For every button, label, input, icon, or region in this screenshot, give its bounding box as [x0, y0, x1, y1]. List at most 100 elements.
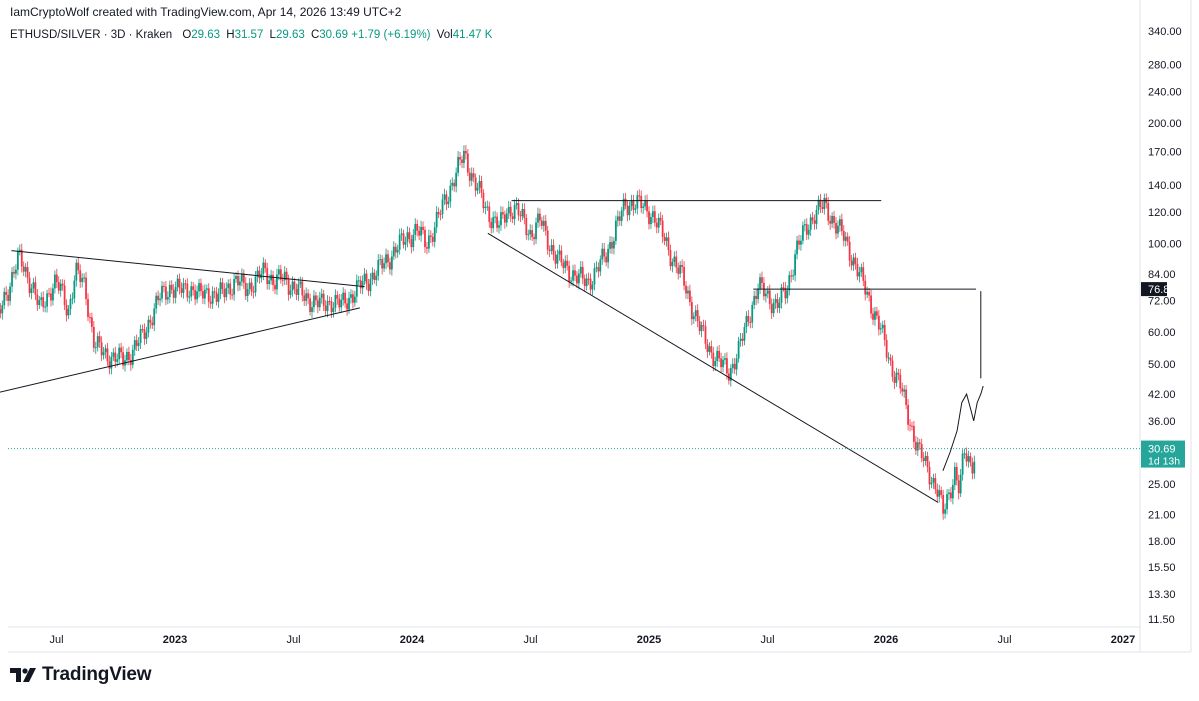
candle-body [149, 319, 152, 323]
price-tick-label: 170.00 [1148, 146, 1182, 158]
candle-body [842, 230, 845, 241]
candle-body [599, 259, 602, 272]
candle-body [133, 340, 136, 350]
candle-body [268, 280, 271, 285]
candle-body [533, 237, 535, 240]
candle-body [63, 285, 66, 305]
trendline-3[interactable] [11, 250, 365, 288]
candle-body [159, 298, 161, 301]
candle-body [807, 229, 810, 235]
candle-body [61, 283, 64, 286]
candle-body [326, 301, 329, 312]
candle-body [897, 372, 900, 375]
candle-body [973, 461, 976, 474]
candle-body [151, 322, 154, 326]
candle-body [40, 297, 43, 301]
close-value: 30.69 [319, 29, 349, 41]
candle-body [426, 247, 428, 249]
candle-body [692, 316, 695, 320]
candle-body [860, 267, 863, 273]
volume-value: 41.47 K [452, 29, 493, 41]
candle-body [950, 492, 952, 499]
candle-body [315, 295, 317, 301]
candle-body [145, 332, 148, 339]
candle-body [392, 246, 395, 257]
candle-body [938, 490, 941, 497]
tradingview-logo-icon [10, 668, 36, 682]
price-axis[interactable]: 340.00 280.00 240.00 200.00 170.00 140.00 120.… [1148, 26, 1182, 626]
candle-body [903, 389, 906, 392]
candle-body [891, 360, 894, 377]
candle-body [661, 220, 664, 237]
candle-body [233, 279, 235, 295]
candle-body [221, 282, 224, 289]
candle-body [505, 213, 508, 223]
candle-body [215, 292, 218, 302]
candle-body [332, 307, 335, 313]
candle-body [714, 361, 717, 367]
candle-body [32, 282, 35, 289]
candle-body [225, 287, 228, 298]
candle-body [223, 288, 226, 298]
candle-body [519, 215, 522, 217]
symbol-title[interactable]: ETHUSD/SILVER · 3D · Kraken [10, 29, 173, 41]
candle-body [934, 478, 937, 490]
candle-body [909, 424, 911, 426]
candle-body [800, 240, 802, 245]
candle-body [628, 205, 631, 216]
author-name[interactable]: IamCryptoWolf [10, 5, 90, 19]
candle-body [556, 254, 559, 264]
time-axis[interactable]: Jul 2023 Jul 2024 Jul 2025 Jul 2026 Jul 2027 [49, 634, 1135, 646]
candle-body [630, 200, 633, 206]
candle-body [965, 453, 968, 462]
candle-body [188, 296, 191, 298]
candle-body [745, 315, 748, 327]
trendline-4[interactable] [487, 232, 939, 503]
candle-body [706, 343, 709, 352]
candle-body [122, 352, 124, 366]
candle-body [266, 268, 269, 285]
candle-body [963, 453, 966, 455]
candle-body [227, 283, 230, 288]
bar-countdown-label: 1d 13h [1148, 456, 1180, 468]
candle-body [786, 290, 789, 299]
candle-body [731, 363, 734, 369]
time-tick-label: 2027 [1111, 634, 1135, 646]
candle-body [591, 284, 594, 290]
candle-body [607, 248, 609, 263]
trendline-drawings[interactable] [0, 200, 1140, 503]
candle-body [877, 315, 880, 330]
candle-body [182, 283, 185, 294]
price-tick-label: 18.00 [1148, 536, 1176, 548]
candle-body [803, 224, 806, 226]
candle-body [410, 239, 413, 248]
candle-body [663, 236, 666, 241]
candle-body [955, 466, 958, 481]
candle-body [913, 426, 915, 442]
price-tick-label: 25.00 [1148, 479, 1176, 491]
candle-body [316, 300, 319, 308]
candle-body [944, 509, 946, 514]
candle-body [566, 260, 569, 266]
created-with-text: created with TradingView.com, Apr 14, 20… [92, 5, 402, 19]
candle-body [689, 290, 691, 303]
trendline-2[interactable] [0, 307, 360, 398]
candle-body [500, 212, 502, 226]
candle-body [932, 478, 935, 483]
candle-body [309, 298, 311, 312]
candle-body [46, 293, 48, 307]
candle-body [470, 173, 473, 181]
candle-body [203, 289, 206, 299]
candle-body [441, 199, 444, 215]
candle-body [287, 279, 290, 295]
candle-body [77, 262, 80, 271]
candle-body [96, 336, 99, 348]
candle-body [751, 304, 754, 323]
candle-body [562, 262, 565, 268]
time-tick-label: 2025 [637, 634, 661, 646]
projection-path[interactable] [942, 385, 984, 471]
candle-body [355, 280, 358, 297]
candle-body [412, 234, 415, 248]
candle-body [618, 216, 621, 221]
